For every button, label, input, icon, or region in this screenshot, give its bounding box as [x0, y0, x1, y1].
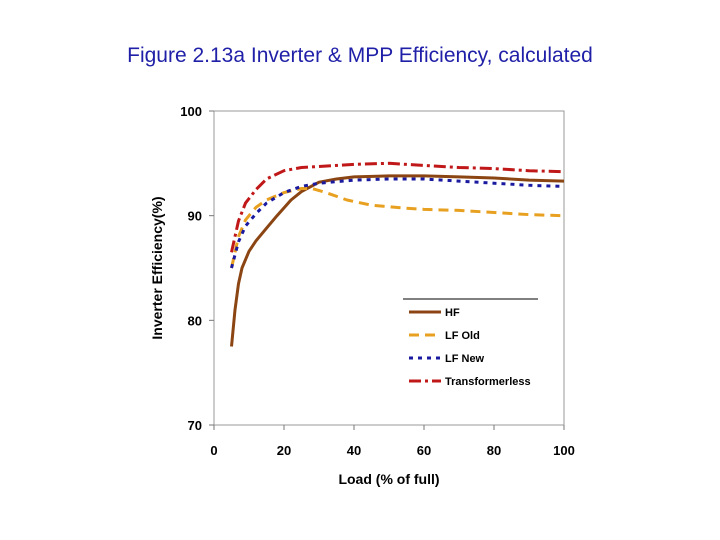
series-line-transformerless	[230, 161, 565, 253]
legend-label: LF New	[445, 353, 485, 365]
x-tick-label: 0	[210, 443, 217, 458]
x-tick-label: 100	[553, 443, 575, 458]
slide-title: Figure 2.13a Inverter & MPP Efficiency, …	[127, 44, 593, 67]
legend-label: HF	[445, 307, 460, 319]
x-tick-label: 80	[487, 443, 501, 458]
y-tick-label: 90	[188, 209, 202, 224]
series-line-hf	[230, 174, 565, 347]
x-axis-label: Load (% of full)	[338, 471, 439, 487]
series-line-lf-old	[230, 187, 565, 269]
legend-label: LF Old	[445, 330, 480, 342]
plot-area	[213, 110, 565, 426]
y-axis-label: Inverter Efficiency(%)	[149, 196, 165, 339]
y-tick-label: 80	[188, 313, 202, 328]
y-tick-label: 70	[188, 418, 202, 433]
x-tick-label: 20	[277, 443, 291, 458]
x-tick-label: 40	[347, 443, 361, 458]
x-tick-label: 60	[417, 443, 431, 458]
y-tick-label: 100	[180, 104, 202, 119]
legend-label: Transformerless	[445, 376, 531, 388]
